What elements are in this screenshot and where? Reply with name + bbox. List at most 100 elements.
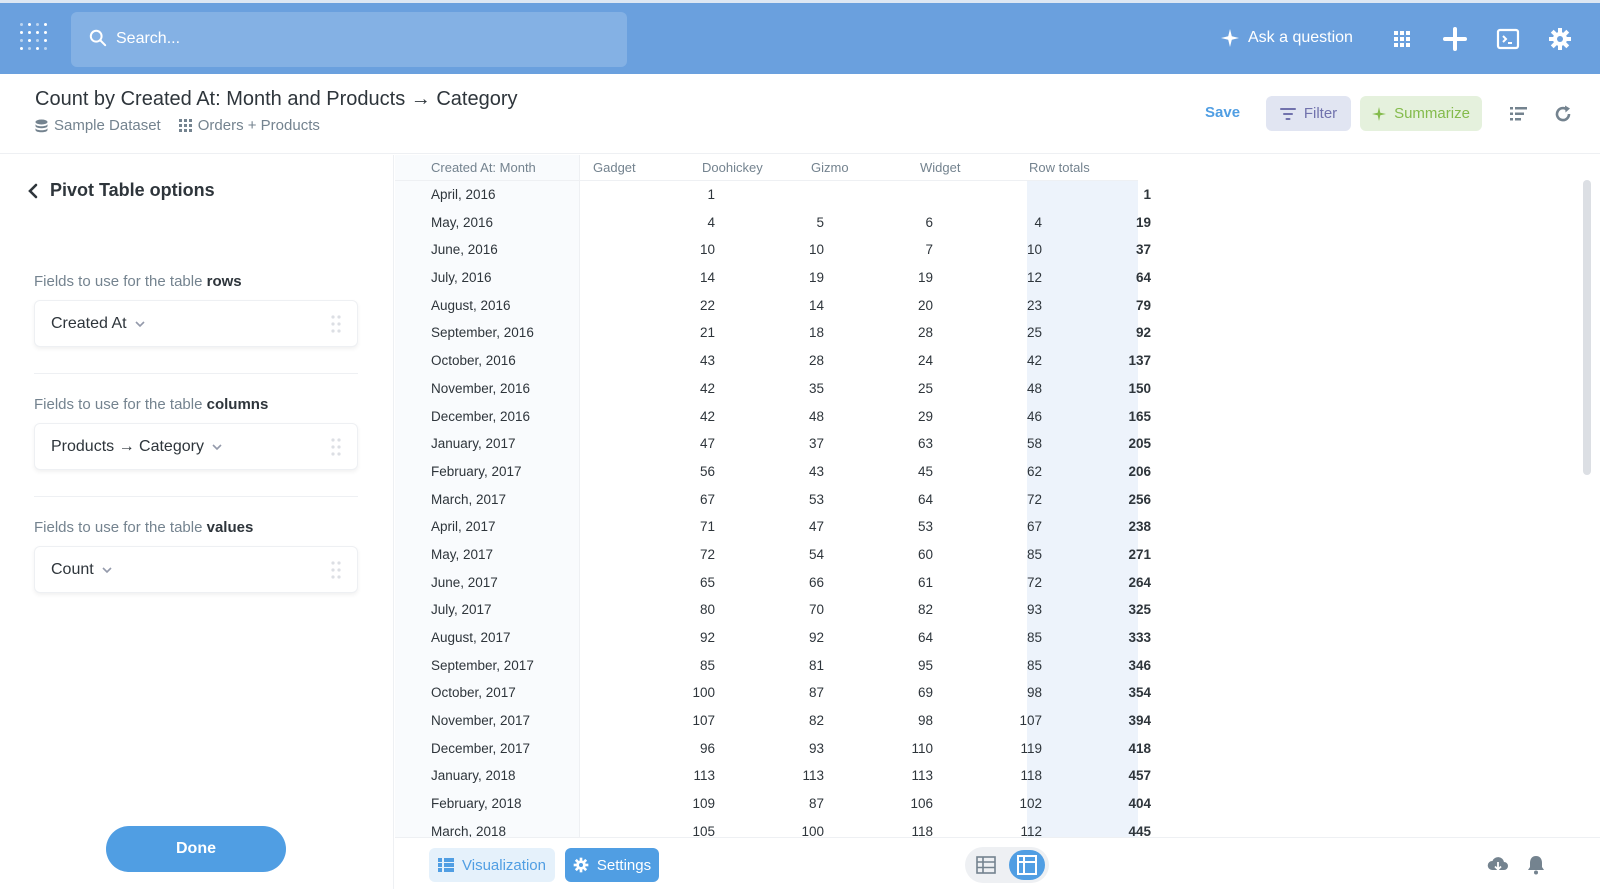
value-cell[interactable]: 12 <box>1026 270 1042 286</box>
value-cell[interactable]: 58 <box>1026 436 1042 452</box>
row-total-cell[interactable]: 206 <box>1128 463 1151 479</box>
value-cell[interactable]: 85 <box>1026 546 1042 562</box>
row-label-cell[interactable]: September, 2016 <box>431 325 534 341</box>
value-cell[interactable]: 19 <box>808 270 824 286</box>
value-cell[interactable]: 93 <box>1026 602 1042 618</box>
value-cell[interactable]: 14 <box>699 270 715 286</box>
value-cell[interactable]: 95 <box>917 657 933 673</box>
value-cell[interactable]: 18 <box>808 325 824 341</box>
value-cell[interactable]: 67 <box>1026 519 1042 535</box>
row-total-cell[interactable]: 92 <box>1135 325 1151 341</box>
refresh-icon[interactable] <box>1553 104 1573 124</box>
raw-table-icon[interactable] <box>975 854 997 876</box>
drag-handle-icon[interactable] <box>331 561 341 579</box>
chevron-down-icon[interactable] <box>212 443 222 451</box>
value-cell[interactable]: 87 <box>808 685 824 701</box>
value-cell[interactable]: 118 <box>911 823 933 837</box>
row-label-cell[interactable]: July, 2016 <box>431 270 492 286</box>
chevron-down-icon[interactable] <box>135 320 145 328</box>
value-cell[interactable]: 113 <box>911 768 933 784</box>
vertical-scrollbar[interactable] <box>1583 180 1591 475</box>
value-cell[interactable]: 72 <box>1026 491 1042 507</box>
value-cell[interactable]: 25 <box>917 380 933 396</box>
value-cell[interactable]: 37 <box>808 436 824 452</box>
value-cell[interactable]: 67 <box>699 491 715 507</box>
value-cell[interactable]: 42 <box>1026 353 1042 369</box>
chart-view-toggle[interactable] <box>1009 850 1045 880</box>
values-field-count[interactable]: Count <box>34 546 358 593</box>
value-cell[interactable]: 119 <box>1020 740 1042 756</box>
value-cell[interactable]: 112 <box>1020 823 1042 837</box>
value-cell[interactable]: 113 <box>693 768 715 784</box>
value-cell[interactable]: 28 <box>808 353 824 369</box>
row-total-cell[interactable]: 457 <box>1128 768 1151 784</box>
value-cell[interactable]: 10 <box>1026 242 1042 258</box>
chevron-down-icon[interactable] <box>102 566 112 574</box>
value-cell[interactable]: 53 <box>917 519 933 535</box>
value-cell[interactable]: 43 <box>808 463 824 479</box>
row-label-cell[interactable]: December, 2017 <box>431 740 531 756</box>
row-total-cell[interactable]: 445 <box>1128 823 1151 837</box>
value-cell[interactable]: 21 <box>699 325 715 341</box>
value-cell[interactable]: 25 <box>1026 325 1042 341</box>
plus-icon[interactable] <box>1443 27 1467 51</box>
value-cell[interactable]: 82 <box>808 713 824 729</box>
row-label-cell[interactable]: January, 2018 <box>431 768 516 784</box>
browse-grid-icon[interactable] <box>1390 27 1414 51</box>
value-cell[interactable]: 96 <box>699 740 715 756</box>
done-button[interactable]: Done <box>106 826 286 872</box>
value-cell[interactable]: 35 <box>808 380 824 396</box>
rows-field-created-at[interactable]: Created At <box>34 300 358 347</box>
row-label-cell[interactable]: June, 2017 <box>431 574 498 590</box>
value-cell[interactable]: 64 <box>917 491 933 507</box>
value-cell[interactable]: 102 <box>1019 796 1042 812</box>
value-cell[interactable]: 4 <box>707 214 715 230</box>
value-cell[interactable]: 48 <box>808 408 824 424</box>
gear-icon[interactable] <box>1548 27 1572 51</box>
value-cell[interactable]: 20 <box>917 297 933 313</box>
row-total-cell[interactable]: 37 <box>1135 242 1151 258</box>
value-cell[interactable]: 107 <box>1019 713 1042 729</box>
column-header-cell[interactable]: Gadget <box>593 160 636 175</box>
row-total-cell[interactable]: 205 <box>1128 436 1151 452</box>
row-label-cell[interactable]: June, 2016 <box>431 242 498 258</box>
value-cell[interactable]: 29 <box>917 408 933 424</box>
value-cell[interactable]: 14 <box>808 297 824 313</box>
value-cell[interactable]: 109 <box>692 796 715 812</box>
value-cell[interactable]: 105 <box>692 823 715 837</box>
view-toggle[interactable] <box>965 847 1049 883</box>
row-total-cell[interactable]: 137 <box>1128 353 1151 369</box>
settings-button[interactable]: Settings <box>565 848 659 882</box>
value-cell[interactable]: 5 <box>816 214 824 230</box>
value-cell[interactable]: 85 <box>1026 630 1042 645</box>
column-header-cell[interactable]: Doohickey <box>702 160 763 175</box>
value-cell[interactable]: 70 <box>808 602 824 618</box>
summarize-button[interactable]: Summarize <box>1360 96 1482 131</box>
drag-handle-icon[interactable] <box>331 315 341 333</box>
value-cell[interactable]: 54 <box>808 546 824 562</box>
value-cell[interactable]: 113 <box>802 768 824 784</box>
value-cell[interactable]: 63 <box>917 436 933 452</box>
row-label-cell[interactable]: March, 2017 <box>431 491 507 507</box>
value-cell[interactable]: 107 <box>692 713 715 729</box>
row-total-cell[interactable]: 1 <box>1143 187 1151 202</box>
value-cell[interactable]: 87 <box>808 796 824 812</box>
row-header-cell[interactable]: Created At: Month <box>431 160 536 175</box>
search-bar[interactable]: Search... <box>71 12 627 67</box>
value-cell[interactable]: 23 <box>1026 297 1042 313</box>
value-cell[interactable]: 69 <box>917 685 933 701</box>
value-cell[interactable]: 110 <box>911 740 933 756</box>
row-label-cell[interactable]: November, 2017 <box>431 713 531 729</box>
value-cell[interactable]: 47 <box>699 436 715 452</box>
row-label-cell[interactable]: October, 2017 <box>431 685 516 701</box>
column-header-cell[interactable]: Row totals <box>1029 160 1090 175</box>
sql-editor-icon[interactable] <box>1496 27 1520 51</box>
row-label-cell[interactable]: February, 2018 <box>431 796 522 812</box>
value-cell[interactable]: 46 <box>1026 408 1042 424</box>
row-total-cell[interactable]: 150 <box>1128 380 1151 396</box>
value-cell[interactable]: 60 <box>917 546 933 562</box>
back-button[interactable]: Pivot Table options <box>28 180 215 201</box>
visualization-button[interactable]: Visualization <box>429 848 555 882</box>
value-cell[interactable]: 106 <box>910 796 933 812</box>
row-total-cell[interactable]: 256 <box>1128 491 1151 507</box>
